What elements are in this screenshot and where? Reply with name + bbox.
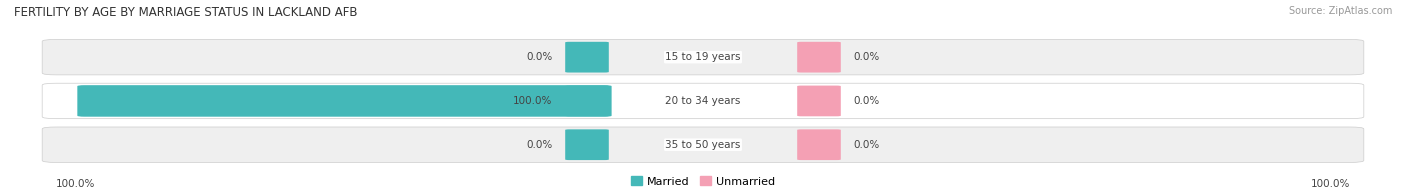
Text: 100.0%: 100.0% bbox=[513, 96, 553, 106]
Text: 100.0%: 100.0% bbox=[56, 179, 96, 189]
FancyBboxPatch shape bbox=[77, 85, 612, 117]
Text: 35 to 50 years: 35 to 50 years bbox=[665, 140, 741, 150]
FancyBboxPatch shape bbox=[797, 42, 841, 73]
Text: 0.0%: 0.0% bbox=[853, 96, 880, 106]
FancyBboxPatch shape bbox=[42, 127, 1364, 162]
Text: 0.0%: 0.0% bbox=[853, 140, 880, 150]
Text: 20 to 34 years: 20 to 34 years bbox=[665, 96, 741, 106]
Text: FERTILITY BY AGE BY MARRIAGE STATUS IN LACKLAND AFB: FERTILITY BY AGE BY MARRIAGE STATUS IN L… bbox=[14, 6, 357, 19]
FancyBboxPatch shape bbox=[797, 86, 841, 116]
FancyBboxPatch shape bbox=[797, 129, 841, 160]
Text: Source: ZipAtlas.com: Source: ZipAtlas.com bbox=[1288, 6, 1392, 16]
Text: 100.0%: 100.0% bbox=[1310, 179, 1350, 189]
Text: 0.0%: 0.0% bbox=[526, 52, 553, 62]
Text: 0.0%: 0.0% bbox=[853, 52, 880, 62]
Text: 15 to 19 years: 15 to 19 years bbox=[665, 52, 741, 62]
FancyBboxPatch shape bbox=[565, 129, 609, 160]
FancyBboxPatch shape bbox=[42, 39, 1364, 75]
Legend: Married, Unmarried: Married, Unmarried bbox=[631, 176, 775, 187]
FancyBboxPatch shape bbox=[42, 83, 1364, 119]
FancyBboxPatch shape bbox=[565, 86, 609, 116]
FancyBboxPatch shape bbox=[565, 42, 609, 73]
Text: 0.0%: 0.0% bbox=[526, 140, 553, 150]
